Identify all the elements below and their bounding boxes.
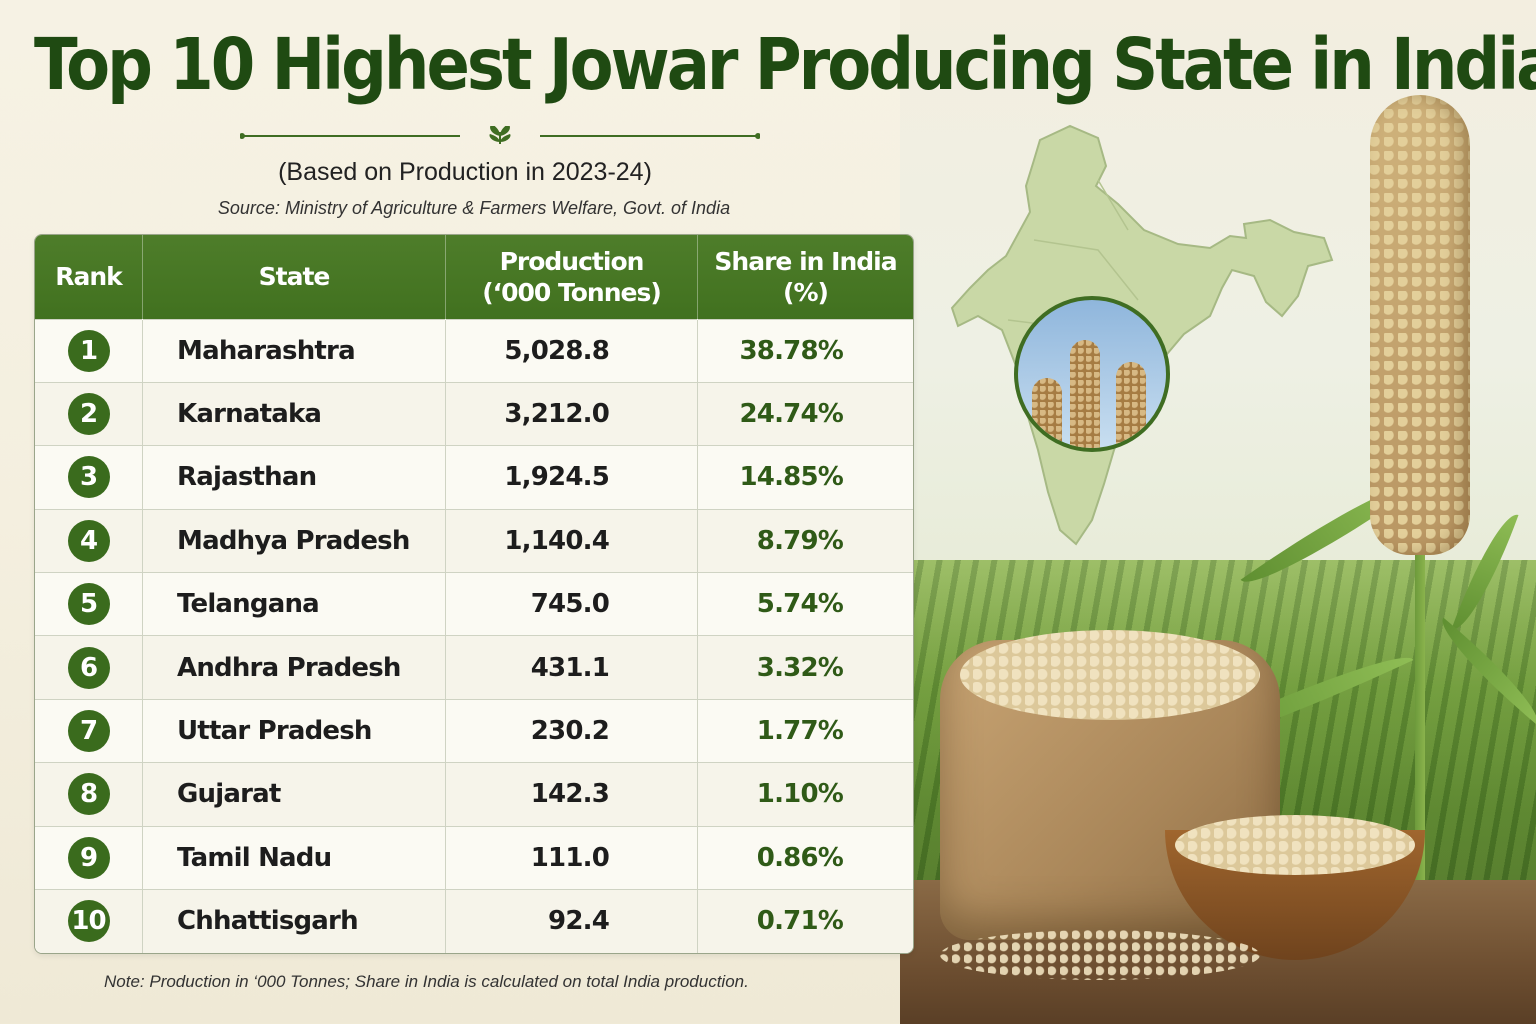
state-cell: Tamil Nadu [142, 825, 446, 890]
bowl-grains [1175, 815, 1415, 875]
ranking-table: Rank State Production (‘000 Tonnes) Shar… [34, 234, 914, 954]
rank-badge: 8 [67, 773, 110, 816]
header-state: State [142, 235, 446, 319]
rank-badge: 3 [67, 456, 110, 499]
rank-cell: 8 [35, 762, 143, 827]
header-share-line1: Share in India [714, 246, 897, 276]
production-cell: 1,924.5 [445, 445, 698, 510]
rank-badge: 4 [67, 519, 110, 562]
table-header-row: Rank State Production (‘000 Tonnes) Shar… [35, 235, 913, 319]
jowar-field-illustration [900, 0, 1536, 1024]
jowar-head-icon [1116, 362, 1146, 448]
share-cell: 5.74% [697, 572, 913, 636]
share-cell: 3.32% [697, 635, 913, 700]
table-row: 1 Maharashtra 5,028.8 38.78% [35, 318, 913, 383]
rank-badge: 5 [67, 583, 110, 626]
rank-badge: 9 [67, 836, 110, 879]
production-cell: 230.2 [445, 698, 698, 763]
table-row: 10 Chhattisgarh 92.4 0.71% [35, 889, 913, 953]
share-cell: 1.10% [697, 762, 913, 827]
share-cell: 24.74% [697, 381, 913, 446]
production-cell: 5,028.8 [445, 318, 698, 383]
production-cell: 142.3 [445, 762, 698, 827]
jowar-head-icon [1370, 95, 1470, 555]
source-line: Source: Ministry of Agriculture & Farmer… [217, 198, 731, 218]
production-cell: 431.1 [445, 635, 698, 700]
header-production-line1: Production [499, 246, 645, 276]
rank-badge: 6 [67, 646, 110, 689]
table-row: 2 Karnataka 3,212.0 24.74% [35, 381, 913, 446]
jowar-inset-photo [1014, 296, 1170, 452]
production-cell: 745.0 [445, 572, 698, 636]
state-cell: Rajasthan [142, 445, 446, 510]
rank-cell: 1 [35, 318, 143, 383]
plant-stalk [1415, 540, 1425, 900]
state-cell: Gujarat [142, 762, 446, 827]
rank-badge: 1 [67, 329, 110, 372]
production-cell: 111.0 [445, 825, 698, 890]
data-table: Rank State Production (‘000 Tonnes) Shar… [35, 235, 913, 953]
leaf-icon [489, 126, 511, 144]
header-production-line2: (‘000 Tonnes) [482, 277, 662, 307]
header-share: Share in India (%) [698, 235, 914, 319]
jowar-head-icon [1032, 378, 1062, 448]
table-body: 1 Maharashtra 5,028.8 38.78% 2 Karnataka 3,212… [35, 318, 913, 953]
table-row: 3 Rajasthan 1,924.5 14.85% [35, 445, 913, 510]
rank-cell: 7 [35, 698, 143, 763]
rank-cell: 3 [35, 445, 143, 510]
table-row: 8 Gujarat 142.3 1.10% [35, 762, 913, 827]
rank-badge: 2 [67, 393, 110, 436]
state-cell: Uttar Pradesh [142, 698, 446, 763]
state-cell: Chhattisgarh [142, 889, 446, 953]
footnote: Note: Production in ‘000 Tonnes; Share i… [104, 972, 749, 991]
table-row: 5 Telangana 745.0 5.74% [35, 572, 913, 636]
table-row: 4 Madhya Pradesh 1,140.4 8.79% [35, 508, 913, 573]
table-row: 7 Uttar Pradesh 230.2 1.77% [35, 698, 913, 763]
rank-cell: 6 [35, 635, 143, 700]
rank-badge: 10 [67, 900, 110, 943]
production-cell: 1,140.4 [445, 508, 698, 573]
production-cell: 3,212.0 [445, 381, 698, 446]
state-cell: Maharashtra [142, 318, 446, 383]
rank-cell: 10 [35, 889, 143, 953]
page-title: Top 10 Highest Jowar Producing State in … [34, 24, 1536, 107]
state-cell: Karnataka [142, 381, 446, 446]
rank-cell: 4 [35, 508, 143, 573]
rank-cell: 2 [35, 381, 143, 446]
state-cell: Madhya Pradesh [142, 508, 446, 573]
share-cell: 0.71% [697, 889, 913, 953]
spilled-grains [940, 930, 1260, 980]
title-divider [240, 126, 760, 144]
production-cell: 92.4 [445, 889, 698, 953]
share-cell: 0.86% [697, 825, 913, 890]
jowar-head-icon [1070, 340, 1100, 448]
rank-cell: 5 [35, 572, 143, 636]
share-cell: 1.77% [697, 698, 913, 763]
state-cell: Andhra Pradesh [142, 635, 446, 700]
header-production: Production (‘000 Tonnes) [445, 235, 698, 319]
sack-grains [960, 630, 1260, 720]
state-cell: Telangana [142, 572, 446, 636]
table-row: 9 Tamil Nadu 111.0 0.86% [35, 825, 913, 890]
share-cell: 8.79% [697, 508, 913, 573]
header-rank: Rank [35, 235, 143, 319]
table-row: 6 Andhra Pradesh 431.1 3.32% [35, 635, 913, 700]
header-share-line2: (%) [783, 277, 829, 307]
share-cell: 14.85% [697, 445, 913, 510]
share-cell: 38.78% [697, 318, 913, 383]
rank-badge: 7 [67, 710, 110, 753]
rank-cell: 9 [35, 825, 143, 890]
subtitle: (Based on Production in 2023-24) [278, 158, 652, 186]
